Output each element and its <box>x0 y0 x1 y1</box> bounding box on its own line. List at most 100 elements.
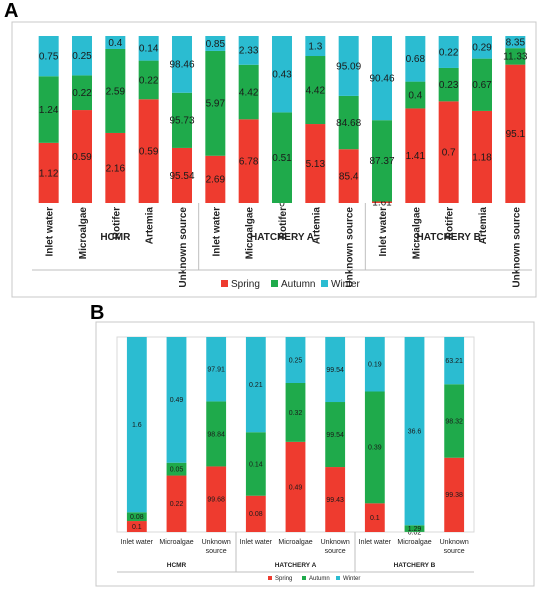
data-label-winter-5: 0.25 <box>289 357 303 364</box>
bar-segment-winter-4 <box>245 337 266 433</box>
category-label-3-line-2: source <box>206 548 227 555</box>
data-label-spring-6: 2.69 <box>206 175 226 186</box>
data-label-autumn-6: 99.54 <box>326 432 344 439</box>
data-label-winter-7: 2.33 <box>239 46 259 57</box>
data-label-spring-7: 0.1 <box>370 515 380 522</box>
group-label-hatchery-a: HATCHERY A <box>275 562 317 569</box>
data-label-spring-2: 0.22 <box>170 501 184 508</box>
category-label-15: Unknown source <box>511 207 522 288</box>
data-label-winter-8: 36.6 <box>408 428 422 435</box>
data-label-autumn-15: 11.33 <box>503 52 528 63</box>
bar-segment-winter-6 <box>325 337 346 403</box>
group-label-hatchery-b: HATCHERY B <box>394 562 436 569</box>
bar-segment-spring-3 <box>105 132 126 203</box>
bar-segment-winter-14 <box>472 36 492 59</box>
data-label-autumn-7: 4.42 <box>239 87 259 98</box>
data-label-spring-13: 0.7 <box>442 148 456 159</box>
data-label-autumn-4: 0.22 <box>139 75 159 86</box>
bar-segment-spring-3 <box>206 466 227 532</box>
group-label-hcmr: HCMR <box>100 232 131 243</box>
bar-segment-spring-7 <box>364 503 385 532</box>
bar-segment-autumn-7 <box>364 391 385 504</box>
bar-segment-winter-9 <box>444 337 465 385</box>
data-label-autumn-3: 98.84 <box>207 431 225 438</box>
category-label-5: Microalgae <box>278 539 312 546</box>
bar-segment-autumn-3 <box>105 48 126 133</box>
category-label-10: Unknown source <box>345 207 356 288</box>
data-label-spring-9: 99.38 <box>445 492 463 499</box>
bar-segment-spring-6 <box>205 155 226 203</box>
data-label-autumn-10: 84.68 <box>336 118 361 129</box>
data-label-autumn-4: 0.14 <box>249 461 263 468</box>
data-label-spring-3: 2.16 <box>106 163 126 174</box>
legend-label-spring: Spring <box>231 279 260 290</box>
bar-segment-autumn-8 <box>404 525 425 532</box>
bar-segment-spring-6 <box>325 467 346 532</box>
bar-segment-autumn-7 <box>238 64 259 120</box>
bar-segment-autumn-2 <box>166 462 187 476</box>
bar-segment-autumn-11 <box>372 120 392 202</box>
chart-frame <box>11 21 537 298</box>
legend-swatch-autumn <box>271 280 278 287</box>
bar-segment-autumn-6 <box>325 402 346 468</box>
data-label-winter-12: 0.68 <box>406 54 426 65</box>
chart-frame <box>95 321 535 587</box>
bar-segment-spring-11 <box>372 201 392 203</box>
legend-swatch-spring <box>268 576 272 580</box>
bar-segment-spring-15 <box>505 64 526 203</box>
category-label-13: Rotifer <box>445 207 456 239</box>
bar-segment-winter-4 <box>138 36 159 61</box>
bar-segment-autumn-10 <box>338 95 359 150</box>
category-label-6-line-1: Unknown <box>321 539 350 546</box>
data-label-winter-7: 0.19 <box>368 362 382 369</box>
bar-segment-winter-9 <box>305 36 326 57</box>
bar-segment-autumn-9 <box>305 56 326 125</box>
category-label-14: Artemia <box>478 207 489 245</box>
category-label-6: Inlet water <box>211 207 222 257</box>
data-label-winter-1: 0.75 <box>39 51 59 62</box>
legend-label-winter: Winter <box>331 279 361 290</box>
bar-segment-spring-2 <box>72 110 92 203</box>
data-label-autumn-14: 0.67 <box>472 80 492 91</box>
data-label-spring-2: 0.59 <box>72 152 92 163</box>
data-label-spring-3: 99.68 <box>207 497 225 504</box>
bar-segment-autumn-1 <box>126 512 147 522</box>
category-label-3: Rotifer <box>111 207 122 239</box>
bar-segment-winter-2 <box>166 337 187 463</box>
legend-label-winter: Winter <box>343 576 360 582</box>
legend-swatch-autumn <box>302 576 306 580</box>
stacked-bar-chart-a: 1.12 1.24 0.75 Inlet water 0.59 0.22 0.25 Micro… <box>11 21 537 298</box>
data-label-autumn-2: 0.22 <box>72 88 92 99</box>
data-label-autumn-13: 0.23 <box>439 80 459 91</box>
category-label-1: Inlet water <box>121 539 154 546</box>
data-label-spring-14: 1.18 <box>472 152 492 163</box>
data-label-winter-3: 0.4 <box>108 38 122 49</box>
bar-segment-autumn-12 <box>405 81 426 109</box>
bar-segment-spring-5 <box>172 147 192 203</box>
data-label-winter-1: 1.6 <box>132 422 142 429</box>
data-label-autumn-8: 1.29 <box>408 526 422 533</box>
bar-segment-spring-14 <box>472 110 492 203</box>
category-label-7: Inlet water <box>359 539 392 546</box>
category-label-4: Inlet water <box>240 539 273 546</box>
bar-segment-autumn-4 <box>138 60 159 100</box>
data-label-spring-1: 1.12 <box>39 168 59 179</box>
data-label-winter-9: 63.21 <box>445 358 463 365</box>
data-label-winter-10: 95.09 <box>336 61 361 72</box>
bar-segment-winter-6 <box>205 36 226 51</box>
data-label-spring-5: 0.49 <box>289 484 303 491</box>
panel-letter-a: A <box>4 0 19 22</box>
bar-segment-winter-7 <box>238 36 259 65</box>
category-label-9: Artemia <box>311 207 322 245</box>
data-label-spring-12: 1.41 <box>406 151 426 162</box>
category-label-7: Microalgae <box>245 207 256 260</box>
bar-segment-spring-4 <box>245 495 266 532</box>
category-label-12: Microalgae <box>411 207 422 260</box>
bar-segment-winter-13 <box>438 36 459 68</box>
bar-segment-winter-1 <box>38 36 59 77</box>
category-label-8: Microalgae <box>397 539 431 546</box>
data-label-autumn-6: 5.97 <box>206 99 226 110</box>
data-label-spring-8: 0.02 <box>408 529 422 536</box>
bar-segment-winter-12 <box>405 36 426 82</box>
